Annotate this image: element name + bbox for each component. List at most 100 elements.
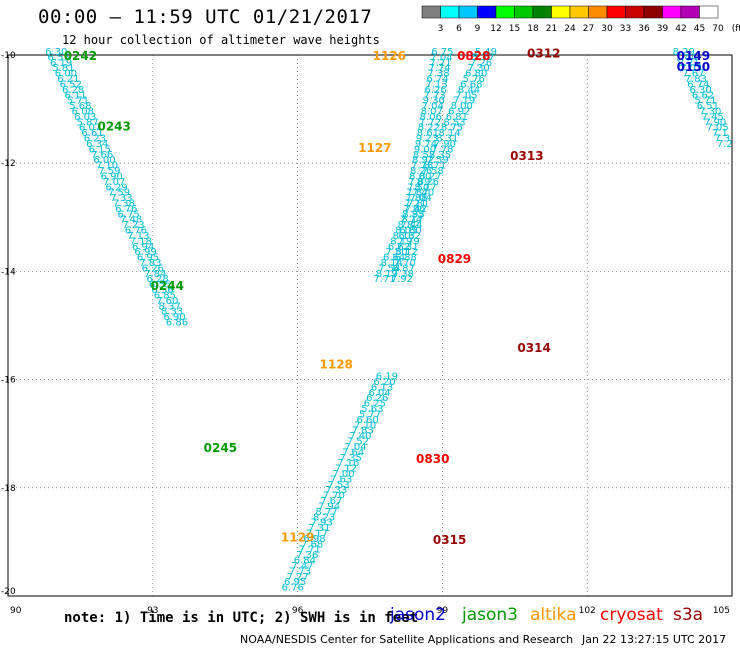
wave-height-point: 7.3 bbox=[714, 134, 730, 145]
wave-height-point: 7.92 bbox=[391, 274, 413, 285]
wave-height-point: 7.64 bbox=[342, 447, 364, 458]
wave-height-point: 7.79 bbox=[397, 236, 419, 247]
credit-text: NOAA/NESDIS Center for Satellite Applica… bbox=[240, 633, 574, 646]
x-tick-label: 99 bbox=[437, 606, 449, 616]
colorbar-tick: (ft) bbox=[732, 24, 740, 34]
wave-height-point: 7.38 bbox=[427, 69, 449, 80]
wave-height-point: 6.74 bbox=[426, 74, 448, 85]
wave-height-point: 7.03 bbox=[680, 63, 702, 74]
track-time-label: 0830 bbox=[416, 452, 449, 466]
wave-height-point: 9.23 bbox=[416, 134, 438, 145]
wave-height-point: 6.03 bbox=[74, 112, 96, 123]
wave-height-point: 6.62 bbox=[692, 90, 714, 101]
wave-height-point: 7.74 bbox=[400, 215, 422, 226]
wave-height-point: 7.68 bbox=[301, 539, 323, 550]
wave-height-point: 7.33 bbox=[110, 193, 132, 204]
colorbar-tick: 70 bbox=[712, 24, 724, 34]
wave-height-point: 7.30 bbox=[467, 63, 489, 74]
wave-height-point: 6.76 bbox=[125, 226, 147, 237]
wave-height-point: 6.76 bbox=[115, 204, 137, 215]
wave-height-point: 8.35 bbox=[429, 150, 451, 161]
wave-height-point: 7.21 bbox=[404, 198, 426, 209]
wave-height-point: 7.70 bbox=[394, 258, 416, 269]
wave-height-point: 7.45 bbox=[702, 112, 724, 123]
y-tick-label: -12 bbox=[1, 159, 16, 169]
wave-height-point: 6.95 bbox=[284, 577, 306, 588]
wave-height-point: 7.33 bbox=[325, 485, 347, 496]
legend-jason3: jason3 bbox=[462, 605, 518, 625]
colorbar-tick: 9 bbox=[475, 24, 481, 34]
y-tick-label: -20 bbox=[1, 587, 16, 597]
wave-height-point: 7.90 bbox=[704, 117, 726, 128]
wave-height-point: 5.71 bbox=[67, 96, 89, 107]
wave-height-point: 6.64 bbox=[383, 253, 405, 264]
legend-cryosat: cryosat bbox=[600, 605, 663, 625]
wave-height-point: 6.30 bbox=[45, 47, 67, 58]
wave-height-point: 7.27 bbox=[286, 572, 308, 583]
wave-height-point: 6.19 bbox=[376, 372, 398, 383]
wave-height-point: 7.42 bbox=[405, 204, 427, 215]
wave-height-point: 7.36 bbox=[296, 550, 318, 561]
wave-height-point: 7.83 bbox=[685, 74, 707, 85]
y-tick-label: -14 bbox=[1, 267, 16, 277]
wave-height-point: 6.98 bbox=[303, 534, 325, 545]
colorbar-tick: 18 bbox=[527, 24, 539, 34]
wave-height-point: 6.92 bbox=[448, 107, 470, 118]
wave-height-point: 6.04 bbox=[369, 388, 391, 399]
wave-height-point: 6.55 bbox=[48, 52, 70, 63]
legend-jason2: jason2 bbox=[390, 605, 446, 625]
wave-height-point: 9.00 bbox=[414, 144, 436, 155]
wave-height-point: 6.74 bbox=[687, 79, 709, 90]
wave-height-point: 7.53 bbox=[327, 480, 349, 491]
wave-height-point: 8.13 bbox=[393, 231, 415, 242]
wave-height-point: 8.27 bbox=[419, 171, 441, 182]
wave-height-point: 7.81 bbox=[407, 198, 429, 209]
wave-height-point: 7.89 bbox=[408, 177, 430, 188]
wave-height-point: 7.59 bbox=[426, 155, 448, 166]
wave-height-point: 7.26 bbox=[470, 58, 492, 69]
wave-height-point: 6.80 bbox=[465, 69, 487, 80]
track-time-label: 0314 bbox=[517, 341, 550, 355]
wave-height-point: 8.17 bbox=[401, 215, 423, 226]
wave-height-point: 7.58 bbox=[422, 166, 444, 177]
track-time-label: 1127 bbox=[358, 141, 391, 155]
wave-height-point: 7.78 bbox=[431, 144, 453, 155]
wave-height-point: 8.44 bbox=[458, 85, 480, 96]
wave-height-point: 8.71 bbox=[424, 161, 446, 172]
wave-height-point: 8.19 bbox=[390, 236, 412, 247]
wave-height-point: 6.25 bbox=[364, 399, 386, 410]
wave-height-point: 6.90 bbox=[163, 312, 185, 323]
wave-height-point: 8.29 bbox=[673, 47, 695, 58]
wave-height-point: 6.26 bbox=[425, 85, 447, 96]
wave-height-point: 7.47 bbox=[291, 561, 313, 572]
wave-height-point: 6.07 bbox=[79, 123, 101, 134]
wave-height-point: 7.21 bbox=[429, 58, 451, 69]
wave-height-point: 7.90 bbox=[434, 139, 456, 150]
wave-height-point: 7.71 bbox=[373, 274, 395, 285]
colorbar-tick: 27 bbox=[583, 24, 594, 34]
wave-height-point: 9.30 bbox=[423, 96, 445, 107]
wave-height-point: 8.75 bbox=[441, 123, 463, 134]
track-time-label: 0243 bbox=[97, 119, 130, 133]
wave-height-point: 7.40 bbox=[349, 431, 371, 442]
track-time-label: 0242 bbox=[64, 49, 97, 63]
colorbar-tick: 24 bbox=[564, 24, 576, 34]
wave-height-point: 8.00 bbox=[451, 101, 473, 112]
wave-height-point: 7.04 bbox=[422, 101, 444, 112]
wave-height-point: 7.44 bbox=[675, 52, 697, 63]
wave-height-point: 7.50 bbox=[407, 182, 429, 193]
wave-height-point: 7.07 bbox=[103, 177, 125, 188]
wave-height-point: 6.60 bbox=[356, 415, 378, 426]
wave-height-point: 6.94 bbox=[132, 242, 154, 253]
wave-height-point: 7.83 bbox=[352, 426, 374, 437]
wave-height-point: 7.54 bbox=[378, 263, 400, 274]
track-time-label: 1128 bbox=[320, 357, 353, 371]
wave-height-point: 6.15 bbox=[89, 144, 111, 155]
x-tick-label: 102 bbox=[579, 606, 596, 616]
wave-height-point: 8.37 bbox=[159, 301, 181, 312]
x-tick-label: 96 bbox=[292, 606, 304, 616]
colorbar-tick: 12 bbox=[490, 24, 501, 34]
wave-height-point: 7.13 bbox=[425, 79, 447, 90]
wave-height-point: 7.67 bbox=[682, 69, 704, 80]
